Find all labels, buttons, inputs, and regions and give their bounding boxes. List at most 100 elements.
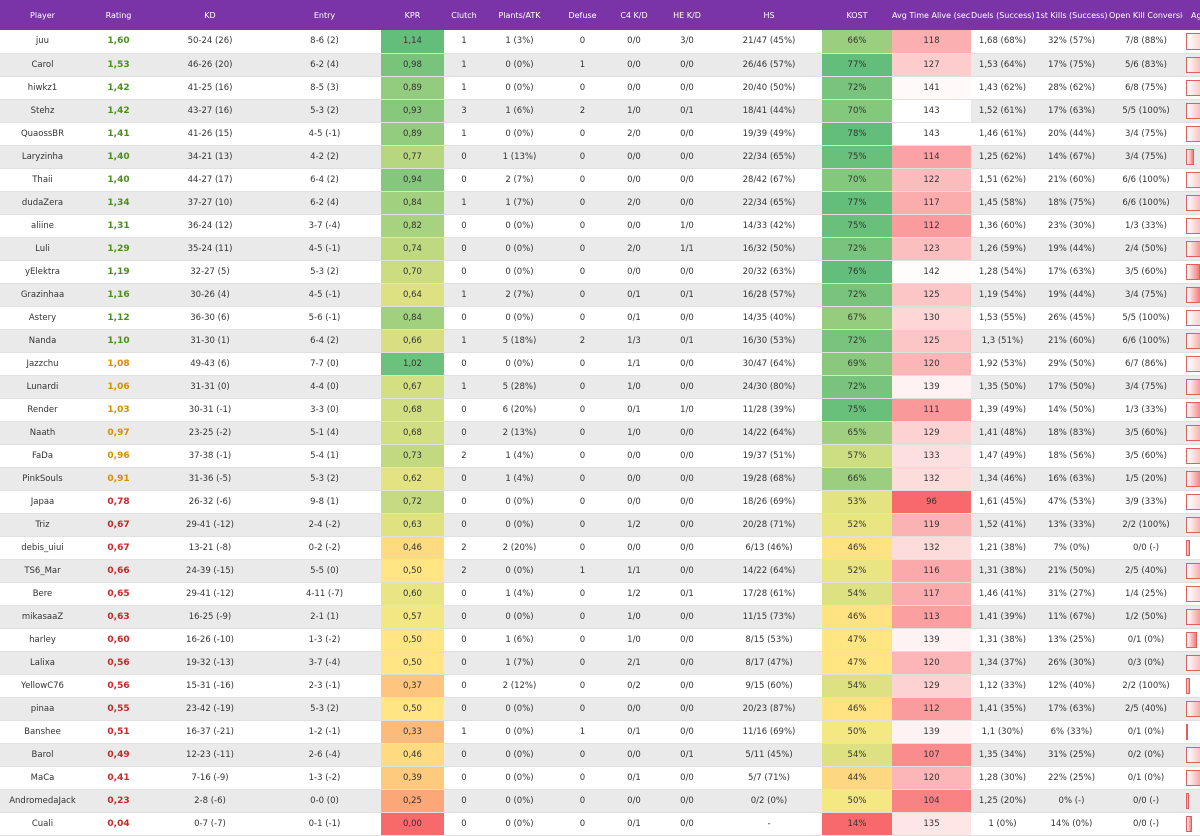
column-header[interactable]: Player	[0, 0, 85, 30]
c4-cell: 0/2	[610, 674, 658, 698]
hs-cell: 20/32 (63%)	[716, 260, 822, 284]
plants-cell: 2 (20%)	[484, 536, 555, 560]
defuse-cell: 0	[555, 30, 610, 54]
aggr-cell: 18,2	[1183, 145, 1200, 169]
kd-cell: 41-25 (16)	[152, 76, 268, 100]
openkill-cell: 3/4 (75%)	[1109, 122, 1183, 146]
table-row: Banshee 0,51 16-37 (-21) 1-2 (-1) 0,33 1 0 (0%…	[0, 720, 1200, 744]
player-cell: debis_uiui	[0, 536, 85, 560]
column-header[interactable]: Aggressivity	[1183, 0, 1200, 30]
clutch-cell: 1	[444, 122, 484, 146]
rating-cell: 1,41	[85, 122, 152, 146]
column-header[interactable]: Defuse	[555, 0, 610, 30]
entry-cell: 3-7 (-4)	[268, 651, 381, 675]
hs-cell: 16/28 (57%)	[716, 283, 822, 307]
c4-cell: 0/0	[610, 444, 658, 468]
kpr-cell: 1,02	[381, 352, 444, 376]
kd-cell: 30-31 (-1)	[152, 398, 268, 422]
kpr-cell: 0,63	[381, 513, 444, 537]
player-cell: PinkSouls	[0, 467, 85, 491]
kpr-cell: 0,73	[381, 444, 444, 468]
openkill-cell: 5/5 (100%)	[1109, 99, 1183, 123]
column-header[interactable]: HS	[716, 0, 822, 30]
c4-cell: 0/0	[610, 789, 658, 813]
openkill-cell: 2/4 (50%)	[1109, 237, 1183, 261]
column-header[interactable]: C4 K/D	[610, 0, 658, 30]
column-header[interactable]: Duels (Success)	[971, 0, 1034, 30]
column-header[interactable]: Rating	[85, 0, 152, 30]
hs-cell: 22/34 (65%)	[716, 145, 822, 169]
firstkills-cell: 31% (25%)	[1034, 743, 1109, 767]
aggr-cell: 61,6	[1183, 53, 1200, 77]
column-header[interactable]: HE K/D	[658, 0, 716, 30]
plants-cell: 1 (4%)	[484, 582, 555, 606]
c4-cell: 0/0	[610, 260, 658, 284]
entry-cell: 4-4 (0)	[268, 375, 381, 399]
clutch-cell: 0	[444, 651, 484, 675]
defuse-cell: 1	[555, 559, 610, 583]
kost-cell: 54%	[822, 674, 892, 698]
table-row: yElektra 1,19 32-27 (5) 5-3 (2) 0,70 0 0 (0%) 0…	[0, 260, 1200, 284]
player-cell: Render	[0, 398, 85, 422]
column-header[interactable]: Avg Time Alive (sec)	[892, 0, 971, 30]
kost-cell: 72%	[822, 283, 892, 307]
duels-cell: 1,41 (48%)	[971, 421, 1034, 445]
openkill-cell: 0/0 (-)	[1109, 536, 1183, 560]
he-cell: 0/0	[658, 76, 716, 100]
column-header[interactable]: KD	[152, 0, 268, 30]
plants-cell: 1 (13%)	[484, 145, 555, 169]
c4-cell: 0/1	[610, 720, 658, 744]
kpr-cell: 0,37	[381, 674, 444, 698]
he-cell: 0/1	[658, 582, 716, 606]
table-row: QuaossBR 1,41 41-26 (15) 4-5 (-1) 0,89 1 0 (0%…	[0, 122, 1200, 146]
player-cell: Japaa	[0, 490, 85, 514]
player-cell: Luli	[0, 237, 85, 261]
kd-cell: 30-26 (4)	[152, 283, 268, 307]
openkill-cell: 6/6 (100%)	[1109, 329, 1183, 353]
rating-cell: 1,19	[85, 260, 152, 284]
kpr-cell: 0,98	[381, 53, 444, 77]
openkill-cell: 0/1 (0%)	[1109, 628, 1183, 652]
alive-cell: 120	[892, 766, 971, 790]
alive-cell: 143	[892, 122, 971, 146]
openkill-cell: 0/0 (-)	[1109, 812, 1183, 836]
column-header[interactable]: 1st Kills (Success)	[1034, 0, 1109, 30]
he-cell: 0/0	[658, 720, 716, 744]
hs-cell: 16/30 (53%)	[716, 329, 822, 353]
rating-cell: 0,97	[85, 421, 152, 445]
c4-cell: 0/0	[610, 30, 658, 54]
firstkills-cell: 17% (75%)	[1034, 53, 1109, 77]
column-header[interactable]: Plants/ATK	[484, 0, 555, 30]
clutch-cell: 0	[444, 789, 484, 813]
kd-cell: 31-30 (1)	[152, 329, 268, 353]
c4-cell: 0/0	[610, 168, 658, 192]
column-header[interactable]: KOST	[822, 0, 892, 30]
firstkills-cell: 18% (56%)	[1034, 444, 1109, 468]
aggressivity-bar	[1186, 286, 1200, 303]
kd-cell: 32-27 (5)	[152, 260, 268, 284]
column-header[interactable]: KPR	[381, 0, 444, 30]
column-header[interactable]: Clutch	[444, 0, 484, 30]
aggr-cell: 74,6	[1183, 168, 1200, 192]
table-row: FaDa 0,96 37-38 (-1) 5-4 (1) 0,73 2 1 (4%) 0 0/0…	[0, 444, 1200, 468]
entry-cell: 4-5 (-1)	[268, 237, 381, 261]
duels-cell: 1,92 (53%)	[971, 352, 1034, 376]
hs-cell: 22/34 (65%)	[716, 191, 822, 215]
openkill-cell: 3/5 (60%)	[1109, 444, 1183, 468]
aggr-cell: 66,8	[1183, 122, 1200, 146]
aggressivity-bar	[1186, 33, 1200, 50]
firstkills-cell: 20% (44%)	[1034, 122, 1109, 146]
kpr-cell: 0,72	[381, 490, 444, 514]
kd-cell: 23-42 (-19)	[152, 697, 268, 721]
rating-cell: 1,16	[85, 283, 152, 307]
column-header[interactable]: Open Kill Conversion	[1109, 0, 1183, 30]
c4-cell: 1/1	[610, 352, 658, 376]
hs-cell: 20/28 (71%)	[716, 513, 822, 537]
clutch-cell: 3	[444, 99, 484, 123]
column-header[interactable]: Entry	[268, 0, 381, 30]
openkill-cell: 5/5 (100%)	[1109, 306, 1183, 330]
clutch-cell: 0	[444, 352, 484, 376]
duels-cell: 1,46 (41%)	[971, 582, 1034, 606]
alive-cell: 132	[892, 536, 971, 560]
